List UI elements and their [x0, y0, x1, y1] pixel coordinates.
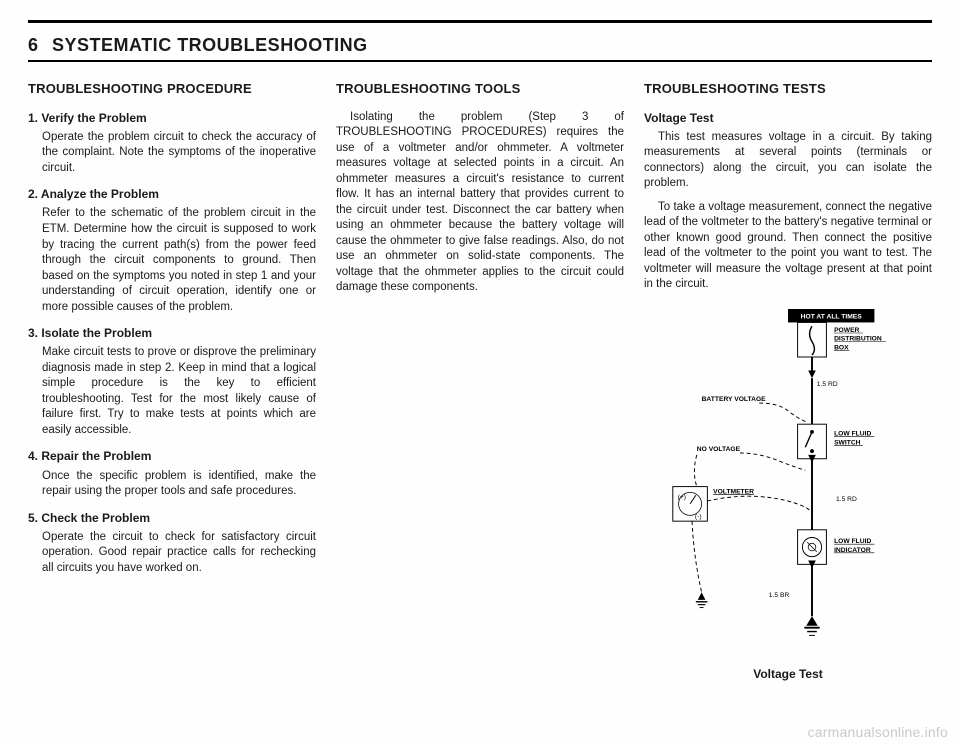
step2-body: Refer to the schematic of the problem ci… [42, 206, 316, 315]
svg-text:1.5 RD: 1.5 RD [836, 496, 857, 503]
step2-title: 2. Analyze the Problem [28, 186, 316, 202]
step4-title: 4. Repair the Problem [28, 448, 316, 464]
step1-body: Operate the problem circuit to check the… [42, 130, 316, 177]
svg-text:1.5 RD: 1.5 RD [817, 381, 838, 388]
step3-title: 3. Isolate the Problem [28, 325, 316, 341]
column-tests: TROUBLESHOOTING TESTS Voltage Test This … [644, 80, 932, 682]
col3-para1: This test measures voltage in a circuit.… [644, 130, 932, 192]
content-columns: TROUBLESHOOTING PROCEDURE 1. Verify the … [28, 80, 932, 682]
svg-text:(-): (-) [695, 513, 702, 520]
voltage-test-diagram: HOT AT ALL TIMES POWER DISTRIBUTION BOX … [644, 309, 932, 682]
svg-text:NO VOLTAGE: NO VOLTAGE [697, 446, 741, 453]
column-procedure: TROUBLESHOOTING PROCEDURE 1. Verify the … [28, 80, 316, 682]
column-tools: TROUBLESHOOTING TOOLS Isolating the prob… [336, 80, 624, 682]
col2-heading: TROUBLESHOOTING TOOLS [336, 80, 624, 98]
svg-text:VOLTMETER: VOLTMETER [713, 488, 754, 495]
svg-text:(+): (+) [678, 494, 686, 501]
col3-subhead: Voltage Test [644, 110, 932, 126]
step5-body: Operate the circuit to check for satisfa… [42, 530, 316, 577]
diagram-svg: HOT AT ALL TIMES POWER DISTRIBUTION BOX … [644, 309, 932, 655]
diagram-caption: Voltage Test [644, 666, 932, 682]
step4-body: Once the specific problem is identified,… [42, 469, 316, 500]
svg-text:1.5 BR: 1.5 BR [769, 592, 790, 599]
col3-para2: To take a voltage measurement, connect t… [644, 200, 932, 293]
page-title: SYSTEMATIC TROUBLESHOOTING [52, 35, 368, 56]
page-header: 6 SYSTEMATIC TROUBLESHOOTING [28, 35, 932, 62]
step1-title: 1. Verify the Problem [28, 110, 316, 126]
step3-body: Make circuit tests to prove or disprove … [42, 345, 316, 438]
page-number: 6 [28, 35, 38, 56]
col1-heading: TROUBLESHOOTING PROCEDURE [28, 80, 316, 98]
top-rule [28, 20, 932, 23]
svg-text:BATTERY VOLTAGE: BATTERY VOLTAGE [702, 396, 767, 403]
col2-para: Isolating the problem (Step 3 of TROUBLE… [336, 110, 624, 296]
step5-title: 5. Check the Problem [28, 510, 316, 526]
col3-heading: TROUBLESHOOTING TESTS [644, 80, 932, 98]
svg-text:HOT AT ALL TIMES: HOT AT ALL TIMES [801, 313, 863, 320]
watermark: carmanualsonline.info [808, 724, 948, 740]
